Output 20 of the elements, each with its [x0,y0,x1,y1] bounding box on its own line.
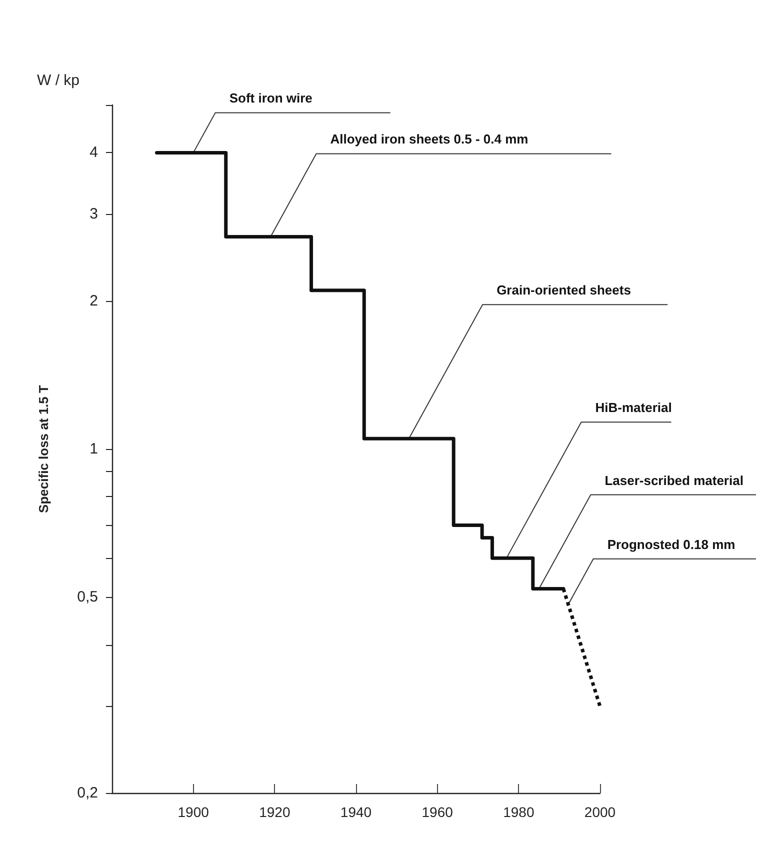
y-tick-label: 2 [90,292,98,310]
y-tick-label: 0,5 [77,588,98,606]
x-tick-label: 1980 [503,804,534,820]
annotation: HiB-material [595,400,672,416]
y-tick-label: 3 [90,206,98,223]
y-axis-title: Specific loss at 1.5 T [36,385,51,513]
annotation: Prognosted 0.18 mm [607,536,736,552]
y-tick-label: 1 [90,440,98,458]
x-tick-label: 1920 [259,804,290,820]
text: W / kp [37,72,80,89]
annotation: Soft iron wire [229,90,312,106]
y-tick-label: 4 [90,144,98,162]
annotation: Grain-oriented sheets [496,282,631,298]
annotation: Laser-scribed material [604,472,744,488]
x-tick-label: 1900 [178,804,210,820]
x-tick-label: 2000 [584,804,616,820]
x-tick-label: 1940 [340,804,372,820]
y-tick-label: 0,2 [77,784,98,802]
annotation: Alloyed iron sheets 0.5 - 0.4 mm [330,132,528,147]
x-tick-label: 1960 [422,804,454,820]
